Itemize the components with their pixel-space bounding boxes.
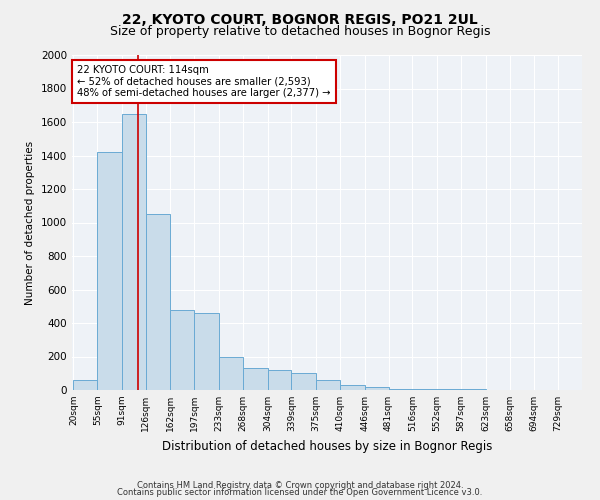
Bar	[243, 368, 268, 390]
Bar	[412, 389, 437, 390]
Bar	[340, 385, 365, 390]
Bar	[194, 313, 219, 390]
Bar	[146, 214, 170, 390]
Text: Size of property relative to detached houses in Bognor Regis: Size of property relative to detached ho…	[110, 25, 490, 38]
Bar	[73, 380, 97, 390]
Bar	[170, 310, 194, 390]
Bar	[389, 388, 412, 390]
Bar	[292, 373, 316, 390]
X-axis label: Distribution of detached houses by size in Bognor Regis: Distribution of detached houses by size …	[162, 440, 492, 452]
Text: Contains public sector information licensed under the Open Government Licence v3: Contains public sector information licen…	[118, 488, 482, 497]
Text: 22, KYOTO COURT, BOGNOR REGIS, PO21 2UL: 22, KYOTO COURT, BOGNOR REGIS, PO21 2UL	[122, 12, 478, 26]
Bar	[316, 380, 340, 390]
Text: 22 KYOTO COURT: 114sqm
← 52% of detached houses are smaller (2,593)
48% of semi-: 22 KYOTO COURT: 114sqm ← 52% of detached…	[77, 65, 331, 98]
Bar	[268, 370, 292, 390]
Y-axis label: Number of detached properties: Number of detached properties	[25, 140, 35, 304]
Bar	[122, 114, 146, 390]
Bar	[97, 152, 122, 390]
Text: Contains HM Land Registry data © Crown copyright and database right 2024.: Contains HM Land Registry data © Crown c…	[137, 480, 463, 490]
Bar	[219, 356, 243, 390]
Bar	[365, 388, 389, 390]
